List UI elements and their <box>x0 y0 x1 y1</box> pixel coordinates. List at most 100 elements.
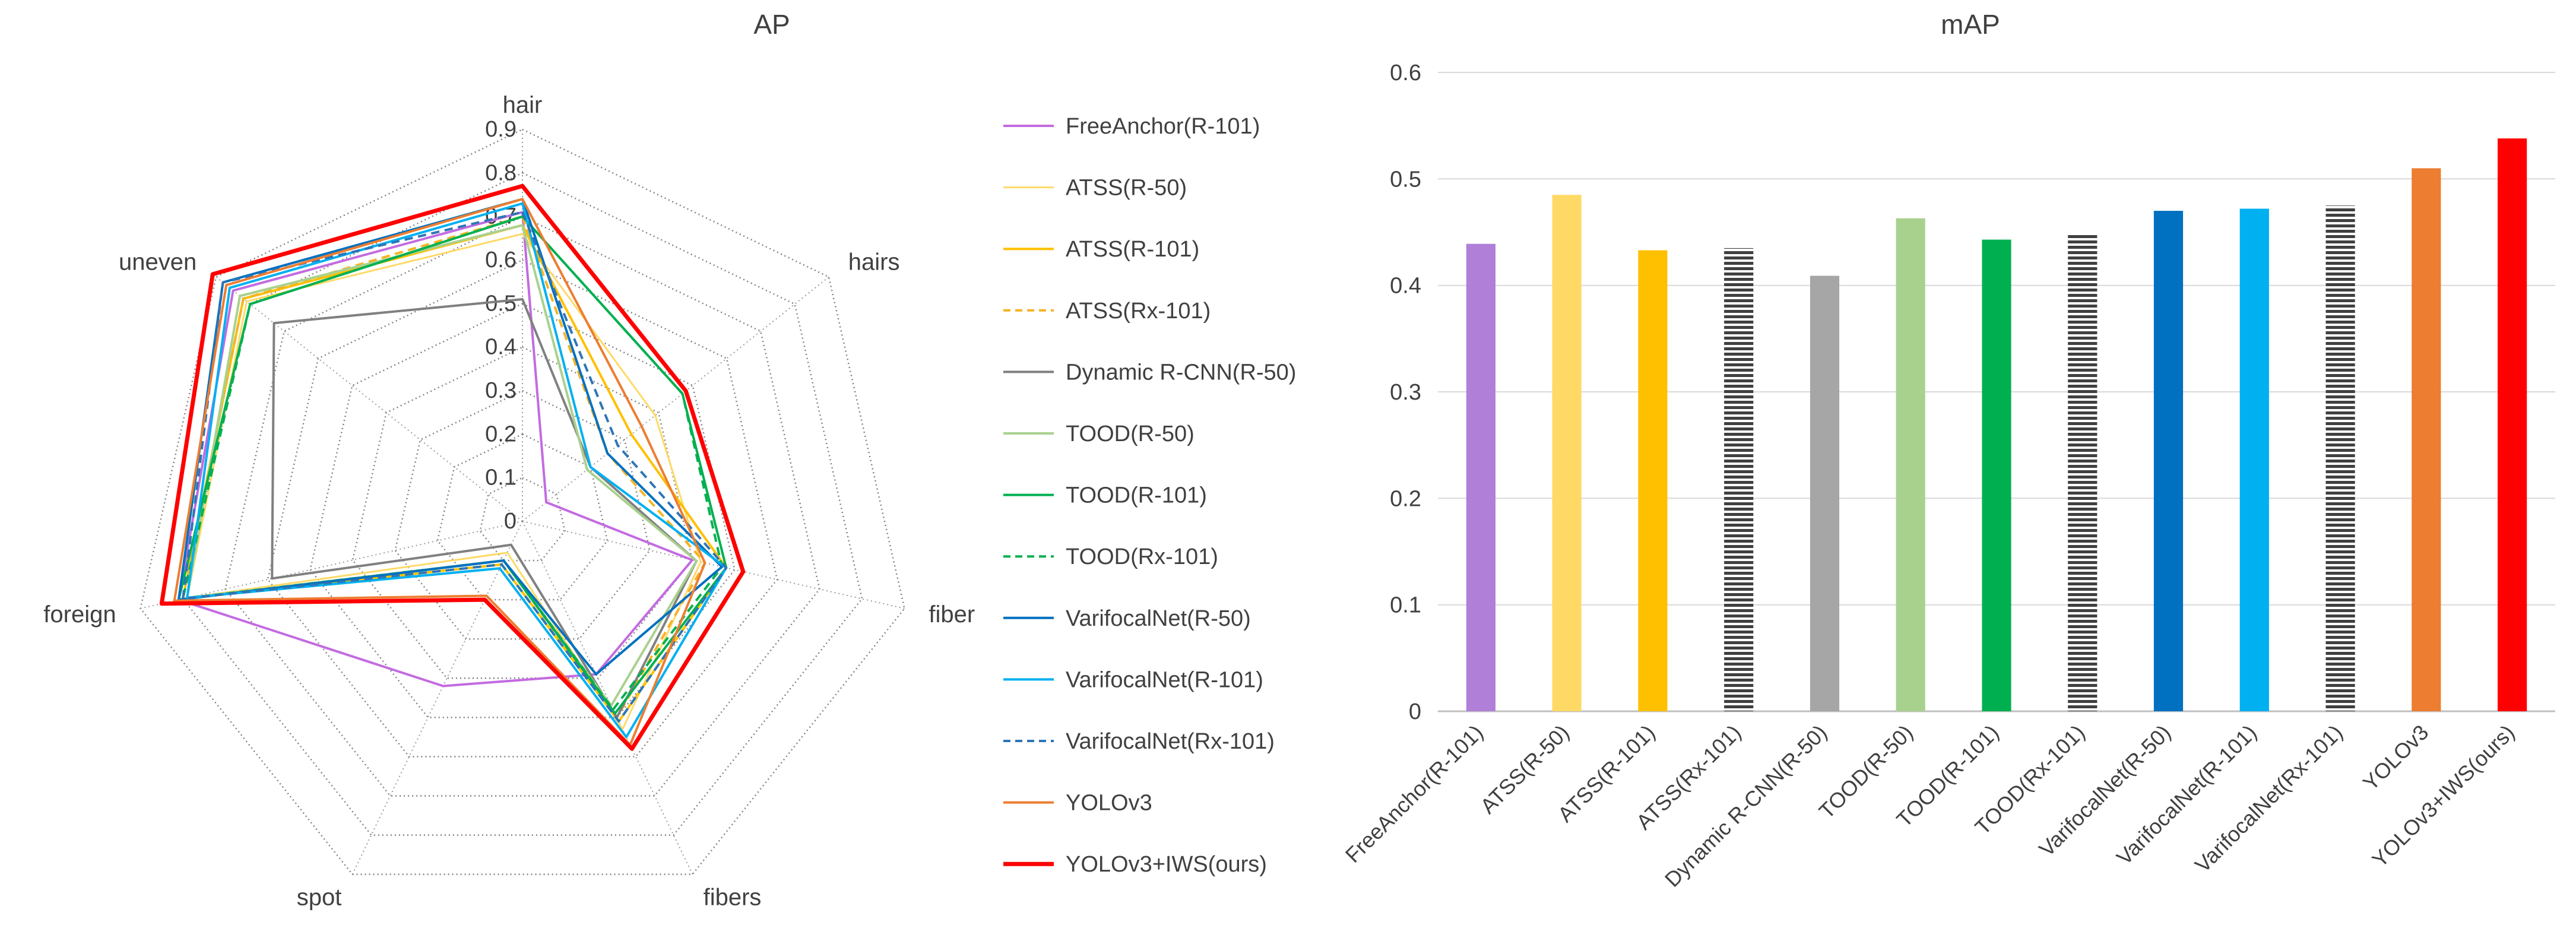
radar-tick-label: 0.1 <box>485 465 517 490</box>
bar-atss-rx-101 <box>1724 248 1754 711</box>
legend-item-atss-r-101: ATSS(R-101) <box>1003 237 1199 262</box>
radar-axis-label-hair: hair <box>503 92 543 118</box>
legend-item-tood-r-50: TOOD(R-50) <box>1003 422 1194 446</box>
radar-series-freeanchor-r-101 <box>177 211 693 688</box>
legend-item-varifocalnet-rx-101: VarifocalNet(Rx-101) <box>1003 729 1275 754</box>
bar-tood-r-50 <box>1896 218 1925 711</box>
bar-yolov3 <box>2412 168 2441 711</box>
radar-grid <box>140 128 905 875</box>
radar-grid-ring <box>267 259 778 758</box>
radar-axis-label-uneven: uneven <box>119 249 197 275</box>
radar-axis-label-hairs: hairs <box>848 249 900 275</box>
radar-tick-label: 0.2 <box>485 422 517 446</box>
legend-item-yolov3: YOLOv3 <box>1003 791 1152 816</box>
radar-axis-label-fibers: fibers <box>704 885 762 911</box>
radar-series-varifocalnet-r-101 <box>186 202 728 739</box>
bar-varifocalnet-r-50 <box>2153 211 2184 712</box>
radar-chart-title: AP <box>753 9 790 40</box>
radar-tick-label: 0.8 <box>485 160 517 185</box>
radar-grid-ring <box>436 433 609 601</box>
legend-label: TOOD(R-101) <box>1066 483 1207 508</box>
bar-atss-r-101 <box>1638 250 1668 711</box>
legend-item-atss-rx-101: ATSS(Rx-101) <box>1003 299 1211 324</box>
radar-tick-label: 0.4 <box>485 335 517 360</box>
radar-series-tood-rx-101 <box>182 215 723 711</box>
bar-y-tick-label: 0.2 <box>1390 486 1421 511</box>
radar-axis-label-fiber: fiber <box>929 601 975 628</box>
bar-x-tick-labels: FreeAnchor(R-101)ATSS(R-50)ATSS(R-101)AT… <box>1341 720 2519 892</box>
legend-label: Dynamic R-CNN(R-50) <box>1066 360 1296 385</box>
bar-category-label: Dynamic R-CNN(R-50) <box>1660 720 1832 892</box>
radar-tick-labels: 00.10.20.30.40.50.60.70.80.9 <box>485 117 517 534</box>
radar-series-atss-r-50 <box>186 233 702 730</box>
radar-series-dynamic-r-cnn-r-50 <box>271 298 698 719</box>
legend-label: YOLOv3 <box>1066 791 1152 816</box>
radar-tick-label: 0.9 <box>485 117 517 142</box>
bar-category-label: VarifocalNet(R-101) <box>2112 720 2261 870</box>
radar-tick-label: 0 <box>504 509 517 534</box>
bar-y-tick-label: 0.6 <box>1390 61 1421 85</box>
radar-axis-label-spot: spot <box>297 885 342 911</box>
legend-item-dynamic-r-cnn-r-50: Dynamic R-CNN(R-50) <box>1003 360 1296 385</box>
legend-label: VarifocalNet(Rx-101) <box>1066 729 1275 754</box>
bar-category-label: YOLOv3 <box>2358 720 2434 796</box>
radar-legend: FreeAnchor(R-101) ATSS(R-50) ATSS(R-101) AT… <box>1003 114 1296 877</box>
bar-varifocalnet-r-101 <box>2239 208 2269 711</box>
bar-chart-title: mAP <box>1941 9 2000 40</box>
radar-chart: AP 00.10.20.30.40.50.60.70.80.9 hairhair… <box>43 9 1296 911</box>
legend-label: YOLOv3+IWS(ours) <box>1066 852 1267 877</box>
legend-item-freeanchor-r-101: FreeAnchor(R-101) <box>1003 114 1260 139</box>
bar-y-tick-label: 0.4 <box>1390 274 1421 299</box>
legend-label: VarifocalNet(R-50) <box>1066 606 1251 631</box>
radar-tick-label: 0.5 <box>485 291 517 316</box>
radar-spoke <box>522 276 829 522</box>
radar-axis-labels: hair hairs fiber fibers spot foreign uneven <box>43 92 975 911</box>
legend-label: VarifocalNet(R-101) <box>1066 667 1263 692</box>
bar-atss-r-50 <box>1552 195 1582 711</box>
radar-series-yolov3 <box>173 198 706 746</box>
legend-item-tood-rx-101: TOOD(Rx-101) <box>1003 544 1218 569</box>
radar-grid-ring <box>394 389 651 640</box>
bar-varifocalnet-rx-101 <box>2325 205 2355 711</box>
bar-dynamic-r-cnn-r-50 <box>1810 275 1840 711</box>
bar-y-tick-label: 0.3 <box>1390 380 1421 405</box>
legend-item-varifocalnet-r-101: VarifocalNet(R-101) <box>1003 667 1263 692</box>
legend-item-varifocalnet-r-50: VarifocalNet(R-50) <box>1003 606 1251 631</box>
radar-grid-ring <box>140 128 905 875</box>
legend-label: ATSS(Rx-101) <box>1066 299 1211 324</box>
radar-spoke <box>522 521 905 609</box>
radar-spokes <box>140 129 905 875</box>
bar-tood-rx-101 <box>2068 233 2097 711</box>
radar-series-yolov3-iws-ours <box>159 183 746 751</box>
legend-label: ATSS(R-50) <box>1066 176 1187 201</box>
bar-category-label: VarifocalNet(Rx-101) <box>2190 720 2347 878</box>
bar-tood-r-101 <box>1982 239 2011 712</box>
radar-series <box>159 183 746 751</box>
bar-bars <box>1466 138 2527 712</box>
bar-yolov3-iws-ours <box>2498 138 2527 711</box>
radar-grid-ring <box>309 302 736 718</box>
bar-category-label: FreeAnchor(R-101) <box>1341 720 1488 867</box>
radar-spoke <box>216 276 523 522</box>
radar-tick-label: 0.6 <box>485 248 517 273</box>
bar-freeanchor-r-101 <box>1466 243 1495 711</box>
bar-y-tick-labels: 0 0.1 0.2 0.3 0.4 0.5 0.6 <box>1390 61 1421 724</box>
bar-y-tick-label: 0.5 <box>1390 167 1421 192</box>
legend-item-tood-r-101: TOOD(R-101) <box>1003 483 1207 508</box>
legend-label: TOOD(Rx-101) <box>1066 544 1218 569</box>
bar-y-tick-label: 0 <box>1409 699 1421 724</box>
legend-label: TOOD(R-50) <box>1066 422 1194 446</box>
bar-category-label: YOLOv3+IWS(ours) <box>2367 720 2519 872</box>
bar-y-tick-label: 0.1 <box>1390 593 1421 618</box>
legend-label: FreeAnchor(R-101) <box>1066 114 1260 139</box>
radar-grid-ring <box>479 477 566 562</box>
legend-label: ATSS(R-101) <box>1066 237 1199 262</box>
legend-item-atss-r-50: ATSS(R-50) <box>1003 176 1187 201</box>
radar-spoke <box>351 521 523 875</box>
radar-spoke <box>140 521 523 609</box>
radar-series-varifocalnet-rx-101 <box>182 211 728 723</box>
radar-grid-ring <box>351 346 693 679</box>
bar-chart: mAP 0 0.1 0.2 0.3 0.4 0.5 0.6 FreeAnchor(R-101… <box>1341 9 2555 892</box>
radar-axis-label-foreign: foreign <box>43 601 116 628</box>
